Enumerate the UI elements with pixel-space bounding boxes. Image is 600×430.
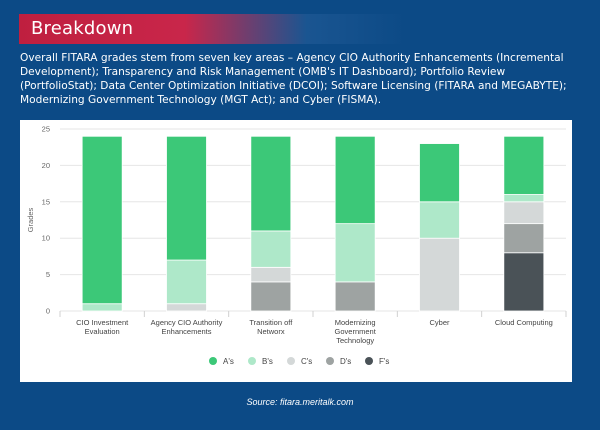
bar-segment <box>419 201 460 239</box>
y-tick-label: 0 <box>46 307 50 316</box>
bar-segment <box>334 281 376 312</box>
y-tick-label: 10 <box>42 234 50 243</box>
y-tick-label: 5 <box>46 270 50 279</box>
y-tick-label: 15 <box>42 197 50 206</box>
stacked-bar-chart: 0 5 10 15 20 25 Grades CIO InvestmentEvaluation… <box>26 125 567 366</box>
bar-segment <box>250 230 292 268</box>
source-credit: Source: fitara.meritalk.com <box>246 397 354 407</box>
legend-label: B's <box>262 357 273 366</box>
legend-label: A's <box>223 357 234 366</box>
legend-swatch <box>248 357 256 365</box>
legend-swatch <box>287 357 295 365</box>
bar-segment <box>503 252 545 312</box>
page-title: Breakdown <box>31 18 134 39</box>
bar-segment <box>334 135 376 225</box>
bar-segment <box>166 135 207 261</box>
bar-segment <box>334 223 376 283</box>
y-tick-label: 25 <box>42 125 50 134</box>
x-category-label: Government <box>335 327 377 336</box>
bar-segment <box>81 135 123 305</box>
x-category-label: Modernizing <box>335 318 376 327</box>
bar-segment <box>503 135 545 195</box>
bar-segment <box>250 266 292 283</box>
x-category-label: Networx <box>257 327 285 336</box>
header-banner <box>19 14 572 44</box>
bar-segment <box>503 201 545 225</box>
bar-segment <box>250 281 292 312</box>
x-category-label: Transition off <box>249 318 293 327</box>
intro-paragraph: Overall FITARA grades stem from seven ke… <box>20 52 567 106</box>
legend-swatch <box>209 357 217 365</box>
x-category-label: Cyber <box>429 318 450 327</box>
bar-segment <box>419 143 460 203</box>
bar-segment <box>419 237 460 312</box>
bar-segment <box>503 223 545 254</box>
legend-swatch <box>365 357 373 365</box>
bar-segment <box>250 135 292 232</box>
bar-segment <box>166 259 207 305</box>
chart-panel: 0 5 10 15 20 25 Grades CIO Investment Evaluation… <box>20 120 572 382</box>
y-tick-label: 20 <box>42 161 50 170</box>
x-category-label: Enhancements <box>161 327 211 336</box>
bar-segment <box>503 194 545 203</box>
legend-swatch <box>326 357 334 365</box>
bar-segment <box>81 303 123 312</box>
x-category-label: Evaluation <box>85 327 120 336</box>
x-category-label: Technology <box>336 336 374 345</box>
x-category-label: Agency CIO Authority <box>151 318 223 327</box>
x-category-label: CIO Investment <box>76 318 129 327</box>
legend-label: C's <box>301 357 312 366</box>
y-axis-title: Grades <box>26 207 35 232</box>
legend-label: F's <box>379 357 389 366</box>
x-category-label: Cloud Computing <box>495 318 553 327</box>
bar-segment <box>166 303 207 312</box>
legend-label: D's <box>340 357 351 366</box>
